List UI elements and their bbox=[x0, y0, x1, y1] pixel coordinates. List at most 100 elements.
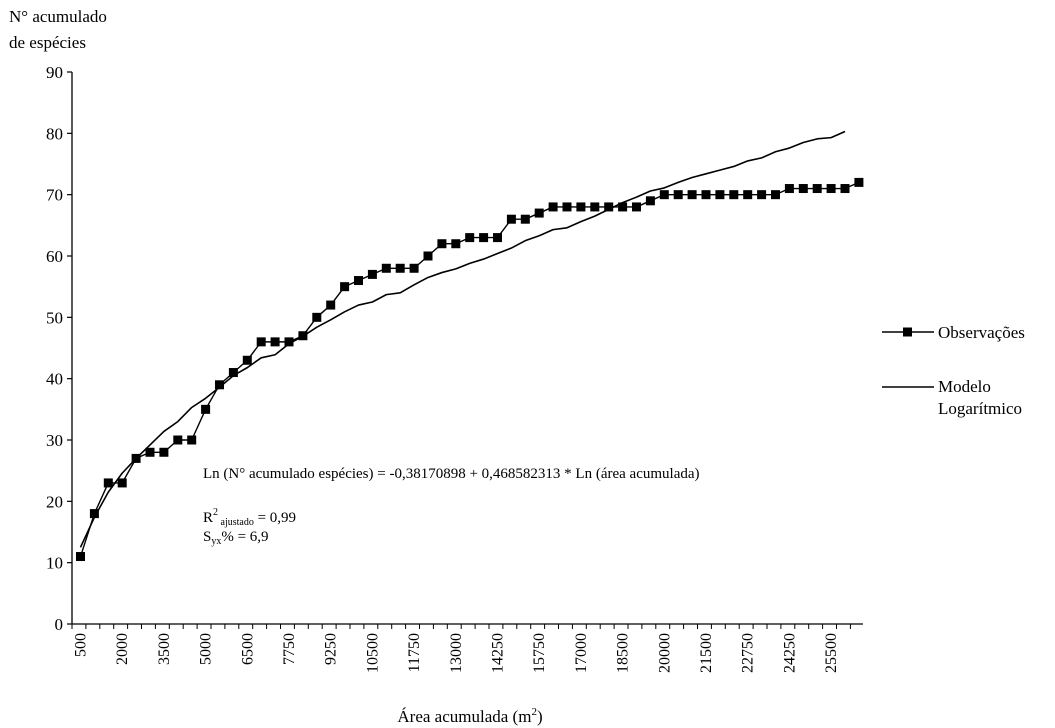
observacao-point bbox=[103, 478, 113, 488]
legend-modelo-label-line1: Modelo bbox=[938, 377, 991, 396]
observacao-point bbox=[409, 263, 419, 273]
observacao-point bbox=[256, 337, 266, 347]
x-tick-label: 500 bbox=[73, 633, 90, 657]
x-tick-label: 13000 bbox=[448, 633, 465, 673]
observacao-point bbox=[423, 251, 433, 261]
observacao-point bbox=[798, 184, 808, 194]
observacao-point bbox=[284, 337, 294, 347]
y-axis-ticks: 0 10 20 30 40 50 60 70 80 90 bbox=[46, 63, 72, 634]
x-tick-label: 20000 bbox=[656, 633, 673, 673]
y-tick-label: 30 bbox=[46, 431, 63, 450]
x-tick-label: 6500 bbox=[239, 633, 256, 665]
y-tick-label: 50 bbox=[46, 308, 63, 327]
syx-subscript: yx bbox=[211, 536, 221, 547]
observacao-point bbox=[840, 184, 850, 194]
legend-observacoes-marker bbox=[903, 327, 912, 337]
x-tick-label: 9250 bbox=[323, 633, 340, 665]
observacao-point bbox=[604, 202, 614, 212]
observacao-point bbox=[395, 263, 405, 273]
observacao-point bbox=[506, 214, 516, 224]
x-tick-label: 18500 bbox=[615, 633, 632, 673]
observacao-point bbox=[451, 239, 461, 249]
r2-symbol: R bbox=[203, 510, 213, 526]
observacao-point bbox=[173, 435, 183, 445]
y-axis-title-line1: N° acumulado bbox=[9, 7, 107, 26]
y-tick-label: 40 bbox=[46, 370, 63, 389]
r2-value: = 0,99 bbox=[254, 510, 296, 526]
regression-equation: Ln (N° acumulado espécies) = -0,38170898… bbox=[203, 466, 700, 482]
observacao-point bbox=[520, 214, 530, 224]
observacao-point bbox=[242, 355, 252, 365]
series-modelo-line bbox=[79, 130, 846, 548]
observacao-point bbox=[354, 276, 363, 286]
observacao-point bbox=[479, 233, 489, 243]
y-tick-label: 70 bbox=[46, 186, 63, 205]
x-axis-title: Área acumulada (m2) bbox=[397, 706, 542, 726]
observacao-point bbox=[757, 190, 767, 200]
observacao-point bbox=[576, 202, 586, 212]
x-tick-label: 14250 bbox=[490, 633, 507, 673]
observacao-point bbox=[145, 447, 155, 457]
legend: Observações Modelo Logarítmico bbox=[882, 323, 1025, 418]
x-tick-label: 15750 bbox=[531, 633, 548, 673]
y-tick-label: 80 bbox=[46, 124, 63, 143]
observacao-point bbox=[493, 233, 502, 243]
observacao-point bbox=[562, 202, 572, 212]
observacao-point bbox=[729, 190, 739, 200]
x-tick-label: 2000 bbox=[114, 633, 131, 665]
y-axis-title-line2: de espécies bbox=[9, 33, 86, 52]
observacao-point bbox=[673, 190, 683, 200]
observacao-point bbox=[659, 190, 669, 200]
y-tick-label: 0 bbox=[55, 615, 64, 634]
observacao-point bbox=[381, 263, 391, 273]
y-tick-label: 90 bbox=[46, 63, 63, 82]
y-tick-label: 60 bbox=[46, 247, 63, 266]
observacao-point bbox=[743, 190, 753, 200]
observacao-point bbox=[89, 509, 99, 519]
observacao-point bbox=[159, 447, 169, 457]
observacao-point bbox=[76, 552, 85, 562]
r2-superscript: 2 bbox=[213, 507, 218, 518]
x-tick-label: 24250 bbox=[781, 633, 798, 673]
observacao-point bbox=[548, 202, 558, 212]
x-tick-label: 25500 bbox=[823, 633, 840, 673]
y-tick-label: 20 bbox=[46, 492, 63, 511]
observacao-point bbox=[215, 380, 224, 390]
observacao-point bbox=[228, 368, 238, 378]
syx-value: % = 6,9 bbox=[221, 529, 268, 545]
r2-annotation: R2 ajustado = 0,99 bbox=[203, 507, 296, 528]
series-layer bbox=[76, 130, 864, 562]
observacao-point bbox=[201, 404, 211, 414]
legend-modelo-label-line2: Logarítmico bbox=[938, 399, 1022, 418]
observacao-point bbox=[465, 233, 475, 243]
syx-symbol: S bbox=[203, 529, 211, 545]
observacao-point bbox=[312, 312, 322, 322]
observacao-point bbox=[270, 337, 280, 347]
observacao-point bbox=[632, 202, 641, 212]
x-axis-title-superscript: 2 bbox=[531, 706, 537, 718]
x-tick-label: 21500 bbox=[698, 633, 715, 673]
observacao-point bbox=[117, 478, 127, 488]
observacao-point bbox=[326, 300, 336, 310]
observacao-point bbox=[645, 196, 655, 206]
y-tick-label: 10 bbox=[46, 554, 63, 573]
x-tick-label: 17000 bbox=[573, 633, 590, 673]
observacao-point bbox=[854, 177, 864, 187]
observacao-point bbox=[812, 184, 822, 194]
observacao-point bbox=[771, 190, 780, 200]
x-tick-label: 10500 bbox=[364, 633, 381, 673]
observacao-point bbox=[701, 190, 711, 200]
syx-annotation: Syx% = 6,9 bbox=[203, 529, 269, 547]
observacao-point bbox=[367, 269, 377, 279]
x-axis-title-main: Área acumulada (m bbox=[397, 707, 531, 726]
x-tick-label: 5000 bbox=[198, 633, 215, 665]
x-axis-title-close: ) bbox=[537, 707, 543, 726]
observacao-point bbox=[826, 184, 836, 194]
observacao-point bbox=[187, 435, 197, 445]
observacao-point bbox=[618, 202, 628, 212]
observacao-point bbox=[437, 239, 447, 249]
observacao-point bbox=[687, 190, 697, 200]
observacao-point bbox=[784, 184, 794, 194]
observacao-point bbox=[340, 282, 350, 292]
